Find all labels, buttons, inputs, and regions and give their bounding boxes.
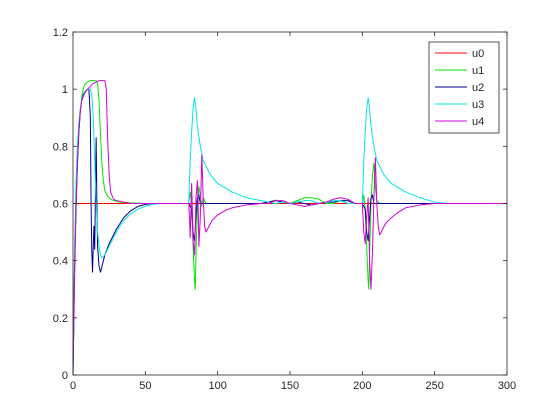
legend-label-u4: u4	[472, 116, 484, 128]
x-tick-label: 250	[425, 380, 443, 392]
y-tick-label: 0.8	[53, 141, 68, 153]
series-layer	[72, 80, 507, 376]
legend-label-u3: u3	[472, 99, 484, 111]
y-tick-label: 1.2	[53, 27, 68, 39]
y-tick-label: 1	[62, 84, 68, 96]
x-tick-label: 50	[139, 380, 151, 392]
x-tick-label: 200	[353, 380, 371, 392]
legend-label-u1: u1	[472, 65, 484, 77]
x-tick-label: 100	[208, 380, 226, 392]
x-tick-label: 0	[70, 380, 76, 392]
y-tick-label: 0.6	[53, 199, 68, 211]
legend: u0 u1 u2 u3 u4	[428, 41, 500, 134]
series-line-u4	[72, 80, 507, 376]
legend-label-u2: u2	[472, 82, 484, 94]
x-tick-label: 300	[498, 380, 516, 392]
x-tick-label: 150	[281, 380, 299, 392]
y-tick-label: 0.4	[53, 256, 68, 268]
y-tick-label: 0	[62, 370, 68, 382]
y-tick-label: 0.2	[53, 313, 68, 325]
series-line-u3	[72, 88, 507, 376]
axes: 0 50 100 150 200 250 300 0 0.2 0.4 0.6 0.8 1 1.2	[53, 27, 516, 392]
legend-label-u0: u0	[472, 48, 484, 60]
